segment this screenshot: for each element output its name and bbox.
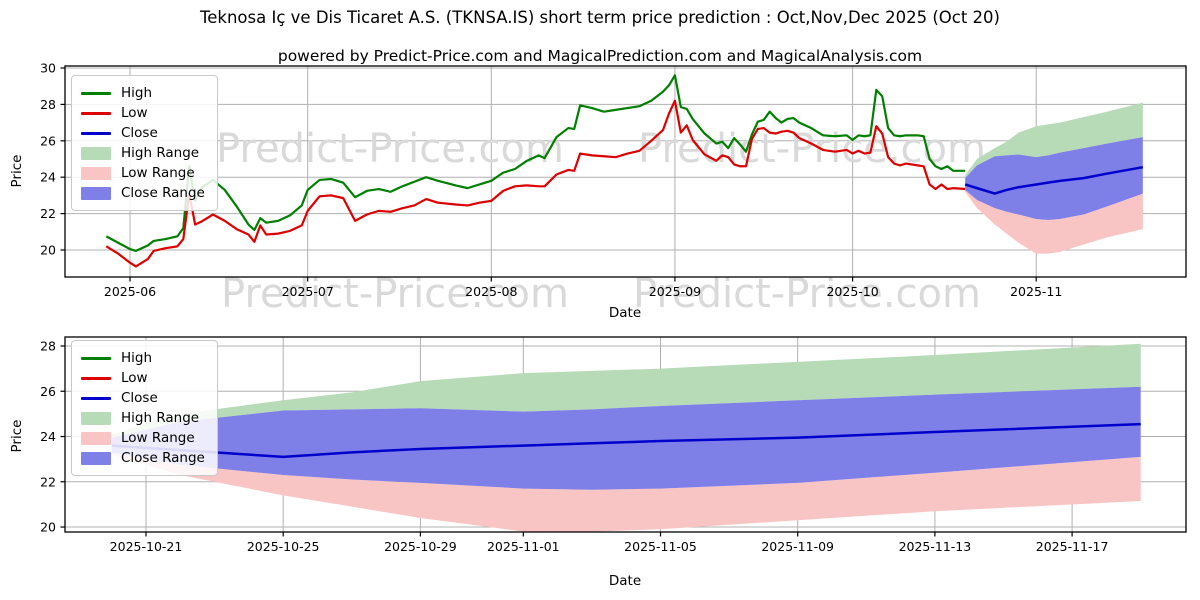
- close-forecast-line: [111, 422, 1141, 459]
- x-tick-label: 2025-11-13: [899, 539, 972, 554]
- legend-patch-swatch: [81, 411, 111, 425]
- chart-subtitle: powered by Predict-Price.com and Magical…: [277, 47, 923, 65]
- legend-item-high-range: High Range: [81, 143, 205, 163]
- legend-bottom: High Low Close High Range Low Range Close Ran…: [71, 340, 218, 476]
- legend-item-label: Close: [121, 125, 158, 141]
- legend-item-label: Low Range: [121, 430, 195, 446]
- legend-item-label: Low: [121, 105, 148, 121]
- legend-item-label: Low: [121, 370, 148, 386]
- close-range-band: [965, 137, 1143, 220]
- legend-patch-swatch: [81, 146, 111, 160]
- legend-item-label: Close Range: [121, 450, 205, 466]
- x-axis-label-bottom: Date: [608, 573, 642, 589]
- x-tick-label: 2025-11-05: [624, 539, 697, 554]
- price-forecast-chart: Predict-Price.comPredict-Price.com2025-1…: [40, 336, 1187, 554]
- y-axis-label-bottom: Price: [9, 419, 25, 453]
- chart-title: Teknosa Iç ve Dis Ticaret A.S. (TKNSA.IS…: [199, 8, 1000, 27]
- high-range-band: [965, 102, 1143, 179]
- x-tick-label: 2025-09: [649, 284, 701, 299]
- low-range-band: [111, 452, 1141, 532]
- legend-item-close: Close: [81, 123, 205, 143]
- low-range-band: [965, 189, 1143, 254]
- watermark-text: Predict-Price.com: [216, 126, 564, 172]
- high-line: [105, 74, 966, 253]
- legend-item-low-range: Low Range: [81, 428, 205, 448]
- legend-line-swatch: [81, 376, 111, 380]
- y-tick-label: 26: [40, 133, 56, 148]
- x-tick-label: 2025-08: [465, 284, 517, 299]
- low-line: [105, 99, 966, 268]
- legend-item-label: Close: [121, 390, 158, 406]
- y-tick-label: 26: [40, 384, 56, 399]
- legend-item-high: High: [81, 83, 205, 103]
- y-tick-label: 20: [40, 243, 56, 258]
- legend-line-swatch: [81, 91, 111, 95]
- plot-border: [64, 65, 1187, 278]
- y-tick-label: 30: [40, 61, 56, 76]
- y-axis-label-top: Price: [9, 154, 25, 188]
- legend-patch-swatch: [81, 186, 111, 200]
- y-tick-label: 20: [40, 520, 56, 535]
- y-tick-label: 28: [40, 339, 56, 354]
- legend-item-low: Low: [81, 368, 205, 388]
- x-axis-label-top: Date: [608, 305, 642, 321]
- x-tick-label: 2025-06: [104, 284, 156, 299]
- legend-item-close: Close: [81, 388, 205, 408]
- x-tick-label: 2025-11-09: [761, 539, 834, 554]
- legend-item-label: High: [121, 85, 153, 101]
- legend-item-label: High Range: [121, 410, 200, 426]
- high-range-band: [111, 343, 1141, 438]
- legend-line-swatch: [81, 131, 111, 135]
- plot-border: [64, 336, 1187, 533]
- legend-item-high: High: [81, 348, 205, 368]
- y-tick-label: 22: [40, 474, 56, 489]
- close-range-band: [111, 386, 1141, 490]
- legend-top: High Low Close High Range Low Range Close Ran…: [71, 75, 218, 211]
- legend-item-low-range: Low Range: [81, 163, 205, 183]
- close-forecast-line: [964, 165, 1144, 195]
- x-tick-label: 2025-10: [826, 284, 878, 299]
- legend-item-high-range: High Range: [81, 408, 205, 428]
- y-tick-label: 28: [40, 97, 56, 112]
- x-tick-label: 2025-10-21: [110, 539, 183, 554]
- x-tick-label: 2025-07: [282, 284, 334, 299]
- y-tick-label: 24: [40, 429, 56, 444]
- x-tick-label: 2025-10-29: [384, 539, 457, 554]
- legend-patch-swatch: [81, 451, 111, 465]
- legend-item-label: High: [121, 350, 153, 366]
- legend-item-label: High Range: [121, 145, 200, 161]
- legend-patch-swatch: [81, 431, 111, 445]
- legend-item-low: Low: [81, 103, 205, 123]
- x-tick-label: 2025-10-25: [247, 539, 320, 554]
- legend-patch-swatch: [81, 166, 111, 180]
- legend-line-swatch: [81, 356, 111, 360]
- y-tick-label: 24: [40, 170, 56, 185]
- legend-item-label: Low Range: [121, 165, 195, 181]
- legend-item-close-range: Close Range: [81, 183, 205, 203]
- legend-item-label: Close Range: [121, 185, 205, 201]
- watermark-text: Predict-Price.com: [221, 271, 569, 317]
- x-tick-label: 2025-11: [1010, 284, 1062, 299]
- legend-line-swatch: [81, 396, 111, 400]
- legend-item-close-range: Close Range: [81, 448, 205, 468]
- price-history-chart: Predict-Price.com Predict-Price.com Predic…: [40, 61, 1187, 317]
- watermark-text: Predict-Price.com: [633, 271, 981, 317]
- x-tick-label: 2025-11-01: [487, 539, 560, 554]
- x-tick-label: 2025-11-17: [1036, 539, 1109, 554]
- legend-line-swatch: [81, 111, 111, 115]
- y-tick-label: 22: [40, 206, 56, 221]
